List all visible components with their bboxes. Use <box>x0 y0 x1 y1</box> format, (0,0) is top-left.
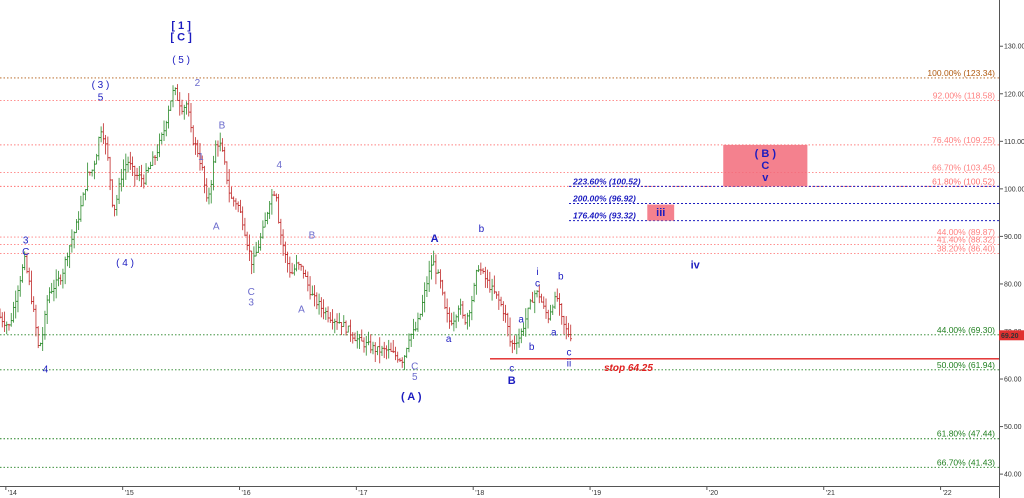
x-axis: '14 '15 '16 '17 '18 '19 '20 '21 '22 <box>0 486 999 497</box>
wave-label: C <box>22 247 29 258</box>
x-tick-label: '22 <box>943 490 952 497</box>
fib-level-label: 44.00% (69.30) <box>937 325 995 335</box>
wave-label: iv <box>691 260 701 272</box>
wave-label: ( 4 ) <box>116 258 134 269</box>
extension-level-label: 176.40% (93.32) <box>573 211 636 221</box>
wave-label: ii <box>567 359 571 370</box>
target-zone-label: ( B ) <box>755 148 777 160</box>
wave-label: b <box>558 272 564 283</box>
wave-label: [ 1 ] <box>171 20 191 32</box>
wave-label: 5 <box>412 372 418 383</box>
wave-label: 4 <box>276 160 282 171</box>
fib-level-label: 44.00% (89.87) <box>937 227 995 237</box>
y-tick-label: 50.00 <box>1004 424 1022 431</box>
target-zone-label: v <box>762 172 769 184</box>
price-bars <box>0 84 572 371</box>
wave-label: 3 <box>23 236 29 247</box>
x-tick-label: '16 <box>242 490 251 497</box>
y-tick-label: 40.00 <box>1004 472 1022 479</box>
wave-label: ( 3 ) <box>92 80 110 91</box>
wave-label: c <box>567 347 572 358</box>
wave-label: 2 <box>195 78 201 89</box>
fib-level-label: 41.40% (88.32) <box>937 234 995 244</box>
fib-level-label: 61.80% (100.52) <box>932 176 995 186</box>
fib-level-label: 66.70% (41.43) <box>937 457 995 467</box>
x-tick-label: '21 <box>826 490 835 497</box>
y-tick-label: 120.00 <box>1004 91 1024 98</box>
wave-label: a <box>446 334 452 345</box>
current-price-label: 69.20 <box>1001 333 1019 340</box>
x-tick-label: '20 <box>709 490 718 497</box>
x-tick-label: '14 <box>8 490 17 497</box>
fib-level-label: 92.00% (118.58) <box>933 91 995 101</box>
wave-label: C <box>248 287 255 298</box>
extension-level-label: 200.00% (96.92) <box>572 194 636 204</box>
y-tick-label: 90.00 <box>1004 234 1022 241</box>
fib-level-label: 66.70% (103.45) <box>932 162 995 172</box>
x-tick-label: '19 <box>592 490 601 497</box>
wave-label: A <box>213 222 220 233</box>
wave-label: A <box>298 304 305 315</box>
wave-label: b <box>479 224 485 235</box>
wave-label: [ C ] <box>170 32 192 44</box>
wave-label: c <box>509 363 514 374</box>
wave-label: ( A ) <box>401 391 422 403</box>
fib-levels: 100.00% (123.34) 92.00% (118.58) 76.40% (1… <box>0 68 999 468</box>
wave-label: a <box>518 314 524 325</box>
wave-label: 5 <box>98 92 104 103</box>
target-zone-label: C <box>761 160 769 172</box>
y-tick-label: 130.00 <box>1004 44 1024 51</box>
stop-level: stop 64.25 <box>490 358 999 374</box>
stop-label: stop 64.25 <box>604 363 653 374</box>
wave-label: C <box>411 362 418 373</box>
wave-label: B <box>508 375 516 387</box>
target-zone-box <box>723 144 808 187</box>
wave-label: B <box>309 230 316 241</box>
fib-level-label: 61.80% (47.44) <box>937 429 995 439</box>
y-tick-label: 80.00 <box>1004 281 1022 288</box>
wave-label: A <box>431 233 439 245</box>
wave-label: 4 <box>43 364 49 375</box>
y-tick-label: 100.00 <box>1004 186 1024 193</box>
fib-level-label: 76.40% (109.25) <box>932 135 995 145</box>
extension-levels: 223.60% (100.52) 200.00% (96.92) 176.40% (… <box>569 176 999 222</box>
wave-label: 1 <box>198 152 204 163</box>
extension-level-label: 223.60% (100.52) <box>572 176 641 186</box>
wave-label: B <box>219 120 226 131</box>
x-tick-label: '15 <box>125 490 134 497</box>
wave-label: a <box>551 327 557 338</box>
target-zone-box <box>647 204 675 221</box>
wave-label: b <box>529 342 535 353</box>
fib-level-label: 100.00% (123.34) <box>927 68 995 78</box>
target-zone-label: iii <box>656 207 665 219</box>
x-tick-label: '18 <box>475 490 484 497</box>
wave-labels: [ 1 ][ C ]( 5 )( 3 )5( 4 )3C42B1A4C3BAC5… <box>22 20 701 403</box>
y-tick-label: 110.00 <box>1004 139 1024 146</box>
wave-label: ( 5 ) <box>172 55 190 66</box>
x-tick-label: '17 <box>358 490 367 497</box>
target-zones: ( B )Cv iii <box>647 144 808 221</box>
wave-label: 3 <box>248 297 254 308</box>
y-tick-label: 60.00 <box>1004 377 1022 384</box>
wave-label: i <box>536 267 538 278</box>
wave-label: c <box>535 278 540 289</box>
current-price-marker <box>999 330 1024 341</box>
fib-level-label: 38.20% (86.40) <box>937 244 995 254</box>
fib-level-label: 50.00% (61.94) <box>937 360 995 370</box>
